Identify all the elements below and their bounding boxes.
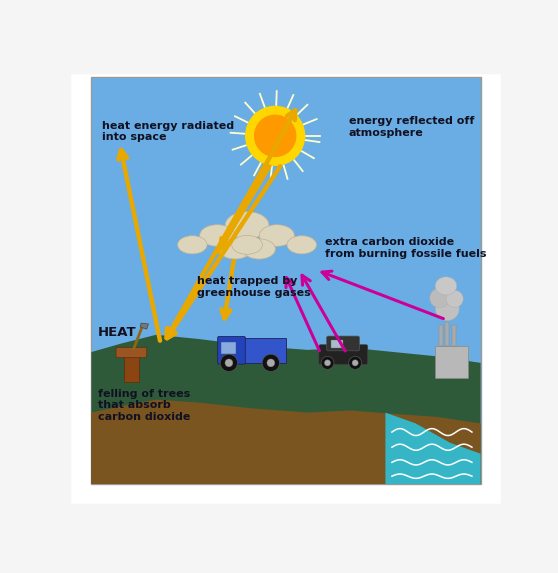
Text: heat trapped by
greenhouse gases: heat trapped by greenhouse gases: [198, 276, 311, 298]
Polygon shape: [386, 413, 480, 484]
Text: HEAT: HEAT: [98, 326, 137, 339]
Ellipse shape: [435, 297, 459, 321]
Ellipse shape: [232, 236, 262, 254]
Circle shape: [254, 115, 296, 156]
Ellipse shape: [259, 225, 295, 246]
Ellipse shape: [219, 239, 252, 259]
FancyBboxPatch shape: [439, 325, 443, 346]
Ellipse shape: [287, 236, 316, 254]
Polygon shape: [92, 335, 480, 484]
FancyBboxPatch shape: [74, 77, 498, 501]
Ellipse shape: [177, 236, 207, 254]
FancyBboxPatch shape: [326, 336, 359, 351]
Text: felling of trees
that absorb
carbon dioxide: felling of trees that absorb carbon diox…: [98, 389, 190, 422]
Circle shape: [220, 354, 238, 371]
Circle shape: [262, 354, 280, 371]
FancyBboxPatch shape: [218, 336, 246, 364]
Ellipse shape: [435, 277, 457, 295]
Circle shape: [349, 356, 362, 370]
Polygon shape: [92, 399, 480, 484]
Circle shape: [352, 360, 358, 366]
FancyBboxPatch shape: [221, 342, 236, 354]
FancyBboxPatch shape: [92, 77, 480, 484]
Ellipse shape: [446, 291, 463, 308]
Text: extra carbon dioxide
from burning fossile fuels: extra carbon dioxide from burning fossil…: [325, 237, 487, 259]
Text: energy reflected off
atmosphere: energy reflected off atmosphere: [349, 116, 474, 138]
Circle shape: [321, 356, 334, 370]
Circle shape: [246, 107, 305, 165]
Ellipse shape: [243, 239, 276, 259]
Circle shape: [324, 360, 330, 366]
Circle shape: [225, 359, 233, 367]
Polygon shape: [140, 323, 148, 329]
FancyBboxPatch shape: [445, 322, 449, 346]
Ellipse shape: [200, 225, 235, 246]
FancyBboxPatch shape: [124, 354, 139, 382]
FancyBboxPatch shape: [319, 345, 368, 364]
FancyBboxPatch shape: [451, 325, 456, 346]
Ellipse shape: [430, 288, 449, 308]
FancyBboxPatch shape: [331, 340, 343, 348]
Text: heat energy radiated
into space: heat energy radiated into space: [102, 121, 234, 142]
FancyBboxPatch shape: [435, 346, 468, 378]
Circle shape: [267, 359, 275, 367]
FancyBboxPatch shape: [116, 347, 147, 358]
FancyBboxPatch shape: [219, 338, 286, 363]
Ellipse shape: [225, 211, 269, 238]
